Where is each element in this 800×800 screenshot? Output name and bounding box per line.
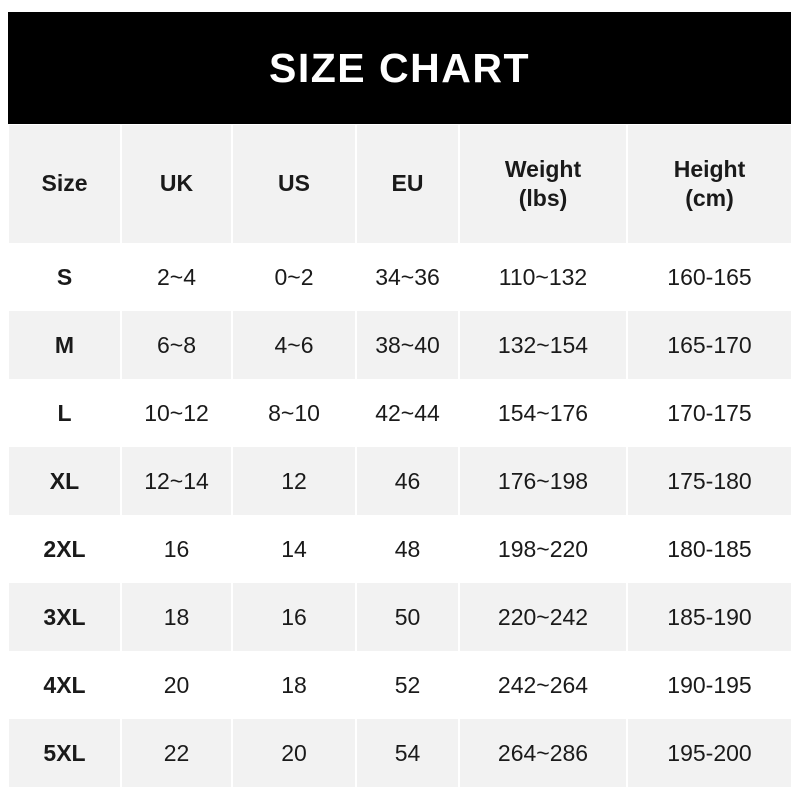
column-header-eu: EU: [357, 125, 460, 243]
cell-weight: 176~198: [460, 447, 628, 515]
table-header: Size UK US EU Weight (lbs): [9, 125, 791, 243]
cell-height: 175-180: [628, 447, 791, 515]
cell-height: 160-165: [628, 243, 791, 311]
column-header-weight: Weight (lbs): [460, 125, 628, 243]
cell-us: 14: [233, 515, 357, 583]
table-row: L 10~12 8~10 42~44 154~176 170-175: [9, 379, 791, 447]
cell-us: 8~10: [233, 379, 357, 447]
table-row: 4XL 20 18 52 242~264 190-195: [9, 651, 791, 719]
cell-us: 0~2: [233, 243, 357, 311]
cell-eu: 42~44: [357, 379, 460, 447]
column-header-weight-label: Weight: [504, 155, 582, 182]
cell-uk: 6~8: [122, 311, 233, 379]
cell-weight: 154~176: [460, 379, 628, 447]
table-row: S 2~4 0~2 34~36 110~132 160-165: [9, 243, 791, 311]
cell-weight: 198~220: [460, 515, 628, 583]
cell-height: 165-170: [628, 311, 791, 379]
size-table-container: Size UK US EU Weight (lbs): [9, 125, 791, 787]
cell-uk: 20: [122, 651, 233, 719]
cell-us: 4~6: [233, 311, 357, 379]
table-row: XL 12~14 12 46 176~198 175-180: [9, 447, 791, 515]
cell-weight: 242~264: [460, 651, 628, 719]
cell-eu: 46: [357, 447, 460, 515]
cell-height: 190-195: [628, 651, 791, 719]
column-header-height-label: Height: [673, 155, 746, 182]
column-header-eu-label: EU: [391, 170, 424, 197]
cell-us: 20: [233, 719, 357, 787]
cell-eu: 48: [357, 515, 460, 583]
column-header-size-label: Size: [41, 170, 88, 197]
table-header-row: Size UK US EU Weight (lbs): [9, 125, 791, 243]
cell-eu: 50: [357, 583, 460, 651]
cell-weight: 220~242: [460, 583, 628, 651]
title-banner: SIZE CHART: [8, 12, 791, 124]
cell-size-label: 4XL: [9, 651, 122, 719]
cell-height: 170-175: [628, 379, 791, 447]
table-row: 3XL 18 16 50 220~242 185-190: [9, 583, 791, 651]
cell-uk: 16: [122, 515, 233, 583]
column-header-us-label: US: [278, 170, 310, 197]
cell-us: 18: [233, 651, 357, 719]
cell-size-label: XL: [9, 447, 122, 515]
cell-size-label: M: [9, 311, 122, 379]
cell-size-label: S: [9, 243, 122, 311]
cell-weight: 264~286: [460, 719, 628, 787]
cell-uk: 10~12: [122, 379, 233, 447]
table-row: 2XL 16 14 48 198~220 180-185: [9, 515, 791, 583]
table-row: 5XL 22 20 54 264~286 195-200: [9, 719, 791, 787]
column-header-uk-label: UK: [159, 170, 194, 197]
column-header-height: Height (cm): [628, 125, 791, 243]
page-title: SIZE CHART: [269, 44, 530, 91]
cell-eu: 34~36: [357, 243, 460, 311]
table-body: S 2~4 0~2 34~36 110~132 160-165 M 6~8 4~6 38~40 13…: [9, 243, 791, 787]
table-row: M 6~8 4~6 38~40 132~154 165-170: [9, 311, 791, 379]
column-header-weight-unit: (lbs): [518, 185, 568, 211]
cell-height: 195-200: [628, 719, 791, 787]
cell-uk: 18: [122, 583, 233, 651]
cell-weight: 132~154: [460, 311, 628, 379]
cell-height: 185-190: [628, 583, 791, 651]
column-header-uk: UK: [122, 125, 233, 243]
cell-uk: 22: [122, 719, 233, 787]
cell-size-label: 3XL: [9, 583, 122, 651]
cell-uk: 12~14: [122, 447, 233, 515]
cell-eu: 54: [357, 719, 460, 787]
cell-height: 180-185: [628, 515, 791, 583]
cell-size-label: L: [9, 379, 122, 447]
cell-weight: 110~132: [460, 243, 628, 311]
cell-us: 12: [233, 447, 357, 515]
column-header-size: Size: [9, 125, 122, 243]
cell-size-label: 5XL: [9, 719, 122, 787]
column-header-height-unit: (cm): [685, 185, 734, 211]
cell-size-label: 2XL: [9, 515, 122, 583]
column-header-us: US: [233, 125, 357, 243]
cell-eu: 38~40: [357, 311, 460, 379]
cell-uk: 2~4: [122, 243, 233, 311]
cell-eu: 52: [357, 651, 460, 719]
size-chart-table: Size UK US EU Weight (lbs): [9, 125, 791, 787]
cell-us: 16: [233, 583, 357, 651]
